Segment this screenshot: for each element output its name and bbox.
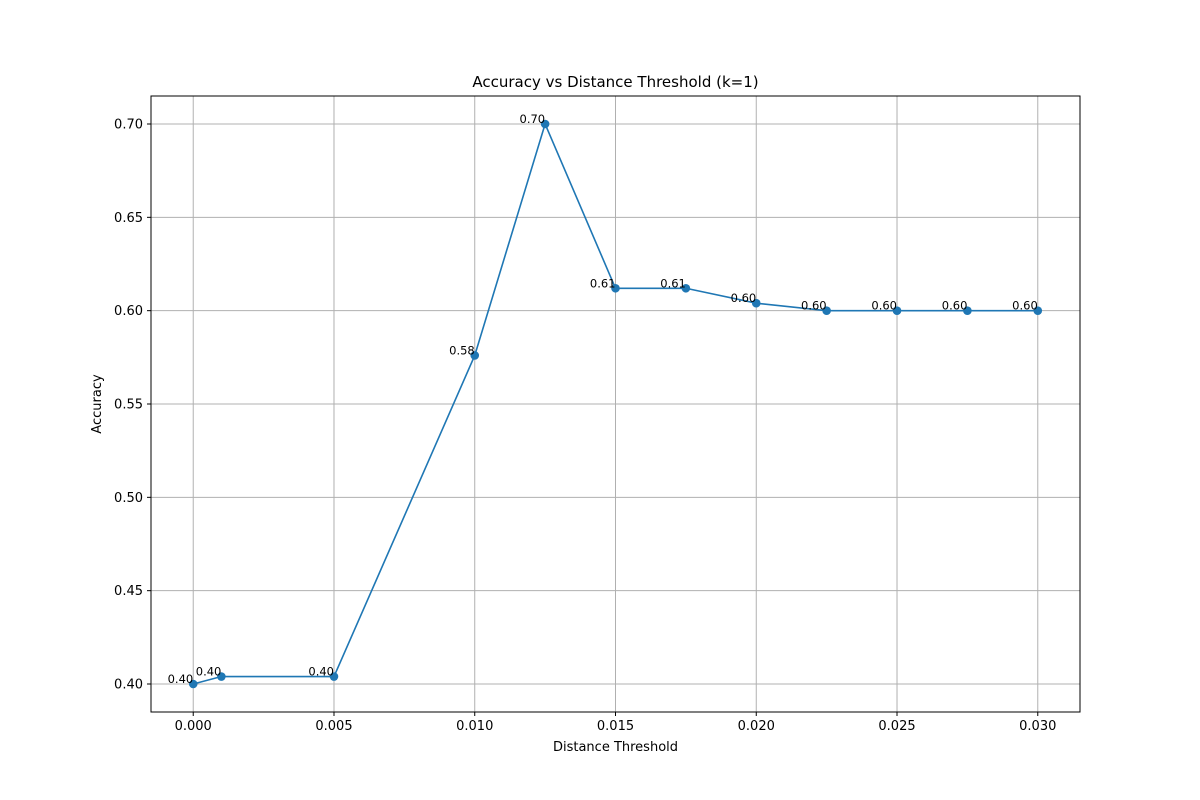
data-point [329, 672, 339, 681]
y-axis-label: Accuracy [90, 374, 105, 434]
series-line-layer [193, 121, 1038, 685]
x-axis-label: Distance Threshold [553, 740, 678, 755]
data-label: 0.60 [942, 299, 968, 313]
x-tick-label: 0.030 [1019, 719, 1056, 734]
data-points-layer [188, 119, 1043, 689]
chart-title: Accuracy vs Distance Threshold (k=1) [472, 73, 758, 91]
data-label: 0.60 [731, 291, 757, 305]
y-tick-label: 0.65 [114, 211, 143, 226]
y-tick-label: 0.50 [114, 491, 143, 506]
x-tick-label: 0.015 [597, 719, 634, 734]
data-point [751, 298, 761, 308]
grid-layer [151, 96, 1080, 712]
x-tick-label: 0.010 [456, 719, 493, 734]
x-tick-label: 0.020 [738, 719, 775, 734]
data-label: 0.40 [196, 665, 222, 679]
data-point [611, 283, 620, 293]
y-tick-label: 0.60 [114, 304, 143, 319]
data-label: 0.70 [520, 112, 546, 126]
y-tick-label: 0.45 [114, 584, 143, 599]
x-tick-label: 0.000 [175, 719, 212, 734]
data-point [470, 351, 480, 360]
data-label: 0.60 [871, 299, 897, 313]
data-point [892, 306, 902, 315]
data-label: 0.60 [1012, 299, 1038, 313]
x-tick-label: 0.025 [878, 719, 915, 734]
data-point [1033, 306, 1043, 315]
data-label: 0.61 [660, 276, 686, 290]
y-tick-label: 0.40 [114, 678, 143, 693]
data-point [217, 672, 226, 681]
data-point [963, 306, 972, 315]
ticks-layer: 0.000 0.005 0.010 0.015 0.020 0.025 0.0300.400… [114, 118, 1056, 735]
y-tick-label: 0.70 [114, 118, 143, 133]
data-label: 0.61 [590, 276, 616, 290]
x-tick-label: 0.005 [315, 719, 352, 734]
data-point [681, 283, 691, 293]
series-line [193, 121, 1038, 685]
data-label: 0.60 [801, 299, 827, 313]
data-label: 0.58 [449, 343, 475, 357]
data-label: 0.40 [308, 665, 334, 679]
data-labels-layer: 0.400.40 0.400.580.700.61 0.610.600.60 0.60… [168, 112, 1038, 686]
data-label: 0.40 [168, 672, 194, 686]
data-point [822, 306, 831, 315]
y-tick-label: 0.55 [114, 398, 143, 413]
data-point [540, 119, 550, 129]
data-point [188, 679, 198, 689]
